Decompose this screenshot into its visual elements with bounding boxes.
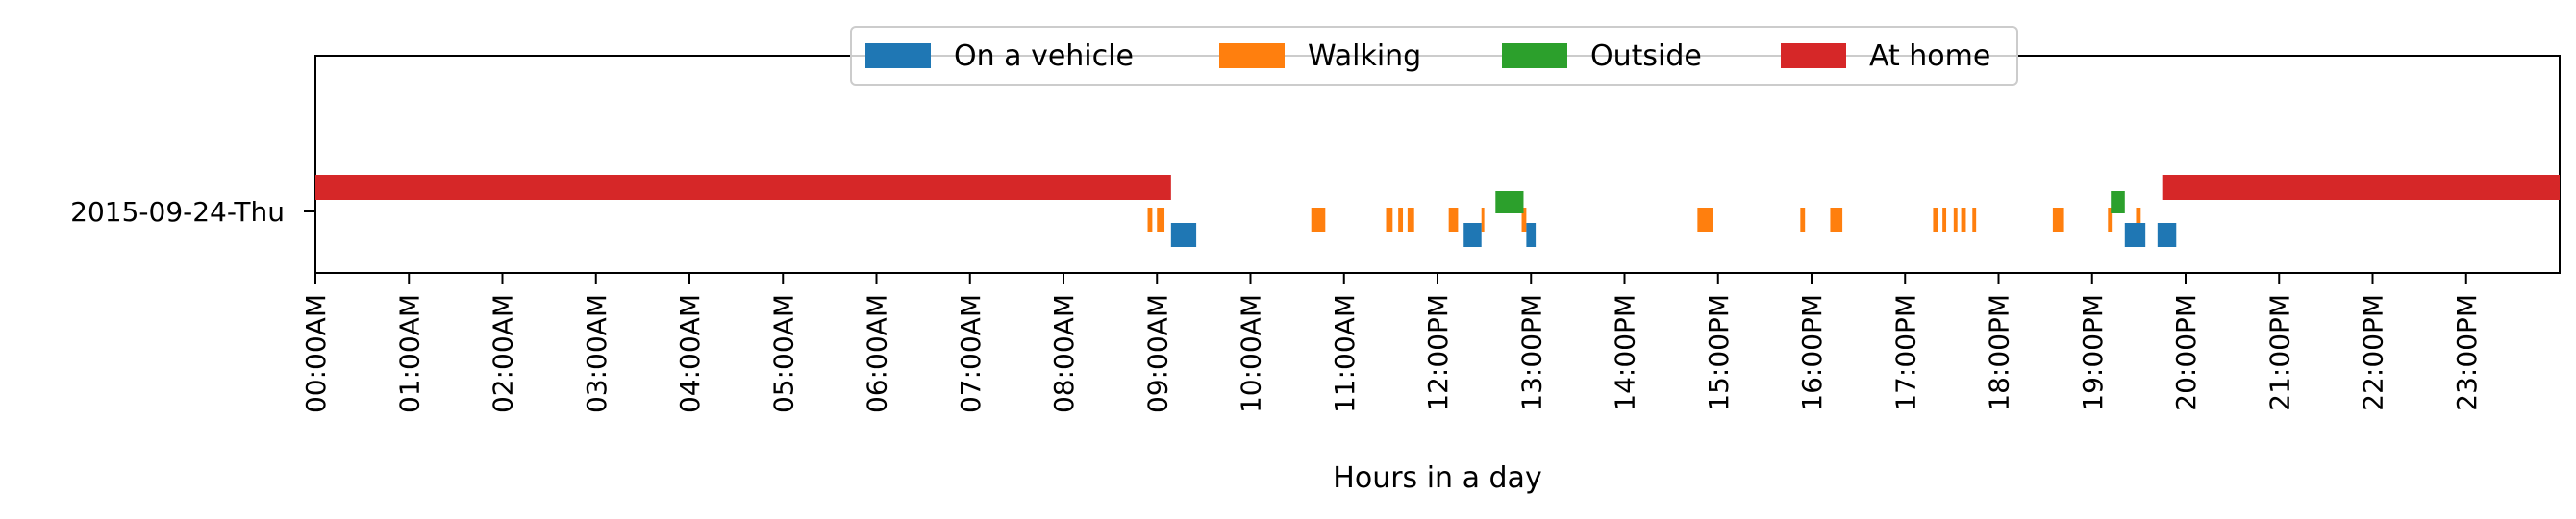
bar-at-home-0 bbox=[315, 175, 1171, 200]
bar-walking-15 bbox=[1961, 208, 1966, 232]
x-tick-label-15: 15:00PM bbox=[1703, 294, 1735, 411]
legend-swatch-outside bbox=[1502, 43, 1567, 68]
x-tick-label-0: 00:00AM bbox=[300, 294, 332, 413]
bar-walking-7 bbox=[1481, 208, 1485, 232]
bar-walking-8 bbox=[1521, 208, 1527, 232]
bars-layer bbox=[315, 175, 2560, 247]
bar-on-a-vehicle-4 bbox=[2157, 223, 2177, 247]
x-tick-label-10: 10:00AM bbox=[1236, 294, 1267, 413]
bar-walking-4 bbox=[1398, 208, 1404, 232]
x-tick-label-18: 18:00PM bbox=[1984, 294, 2015, 411]
x-tick-label-11: 11:00AM bbox=[1329, 294, 1361, 413]
y-tick-label: 2015-09-24-Thu bbox=[70, 196, 285, 228]
x-tick-label-13: 13:00PM bbox=[1515, 294, 1547, 411]
x-tick-label-23: 23:00PM bbox=[2451, 294, 2483, 411]
x-tick-label-4: 04:00AM bbox=[674, 294, 706, 413]
bar-walking-1 bbox=[1157, 208, 1165, 232]
x-ticks: 00:00AM 01:00AM 02:00AM 03:00AM 04:00AM 05:00… bbox=[300, 273, 2483, 413]
legend-swatch-at-home bbox=[1781, 43, 1846, 68]
bar-on-a-vehicle-0 bbox=[1170, 223, 1197, 247]
bar-walking-9 bbox=[1697, 208, 1713, 232]
x-tick-label-8: 08:00AM bbox=[1048, 294, 1080, 413]
bar-walking-3 bbox=[1386, 208, 1393, 232]
legend-frame bbox=[850, 26, 2018, 86]
bar-walking-12 bbox=[1933, 208, 1938, 232]
bar-walking-0 bbox=[1147, 208, 1153, 232]
bar-walking-14 bbox=[1953, 208, 1958, 232]
x-tick-label-14: 14:00PM bbox=[1610, 294, 1641, 411]
x-tick-label-17: 17:00PM bbox=[1889, 294, 1921, 411]
bar-on-a-vehicle-1 bbox=[1463, 223, 1482, 247]
x-tick-label-20: 20:00PM bbox=[2170, 294, 2202, 411]
x-tick-label-9: 09:00AM bbox=[1141, 294, 1173, 413]
x-tick-label-3: 03:00AM bbox=[581, 294, 613, 413]
y-ticks: 2015-09-24-Thu bbox=[70, 196, 315, 228]
bar-walking-2 bbox=[1311, 208, 1326, 232]
bar-at-home-1 bbox=[2162, 175, 2560, 200]
x-tick-label-21: 21:00PM bbox=[2263, 294, 2295, 411]
bar-on-a-vehicle-2 bbox=[1526, 223, 1537, 247]
x-axis-label: Hours in a day bbox=[1333, 461, 1541, 495]
x-tick-label-19: 19:00PM bbox=[2077, 294, 2109, 411]
legend-swatch-walking bbox=[1219, 43, 1285, 68]
bar-walking-18 bbox=[2108, 208, 2113, 232]
legend-swatch-on-a-vehicle bbox=[865, 43, 931, 68]
legend-label-outside: Outside bbox=[1590, 39, 1702, 73]
bar-outside-0 bbox=[1495, 191, 1524, 213]
bar-walking-16 bbox=[1972, 208, 1977, 232]
legend: On a vehicle Walking Outside At home bbox=[850, 26, 2018, 86]
x-tick-label-16: 16:00PM bbox=[1796, 294, 1828, 411]
bar-walking-10 bbox=[1800, 208, 1806, 232]
bar-on-a-vehicle-3 bbox=[2124, 223, 2146, 247]
bar-walking-17 bbox=[2052, 208, 2064, 232]
bar-walking-11 bbox=[1830, 208, 1843, 232]
bar-walking-6 bbox=[1448, 208, 1459, 232]
bar-walking-13 bbox=[1942, 208, 1947, 232]
x-tick-label-2: 02:00AM bbox=[488, 294, 519, 413]
x-tick-label-5: 05:00AM bbox=[767, 294, 799, 413]
bar-outside-1 bbox=[2111, 191, 2125, 213]
bar-walking-19 bbox=[2136, 208, 2141, 232]
x-tick-label-12: 12:00PM bbox=[1422, 294, 1454, 411]
legend-label-at-home: At home bbox=[1869, 39, 1990, 73]
x-tick-label-7: 07:00AM bbox=[955, 294, 987, 413]
plot-frame bbox=[314, 55, 2561, 274]
x-tick-label-6: 06:00AM bbox=[862, 294, 893, 413]
x-tick-label-22: 22:00PM bbox=[2358, 294, 2389, 411]
bar-walking-5 bbox=[1407, 208, 1414, 232]
legend-label-walking: Walking bbox=[1308, 39, 1421, 73]
legend-label-on-a-vehicle: On a vehicle bbox=[954, 39, 1134, 73]
x-tick-label-1: 01:00AM bbox=[393, 294, 425, 413]
